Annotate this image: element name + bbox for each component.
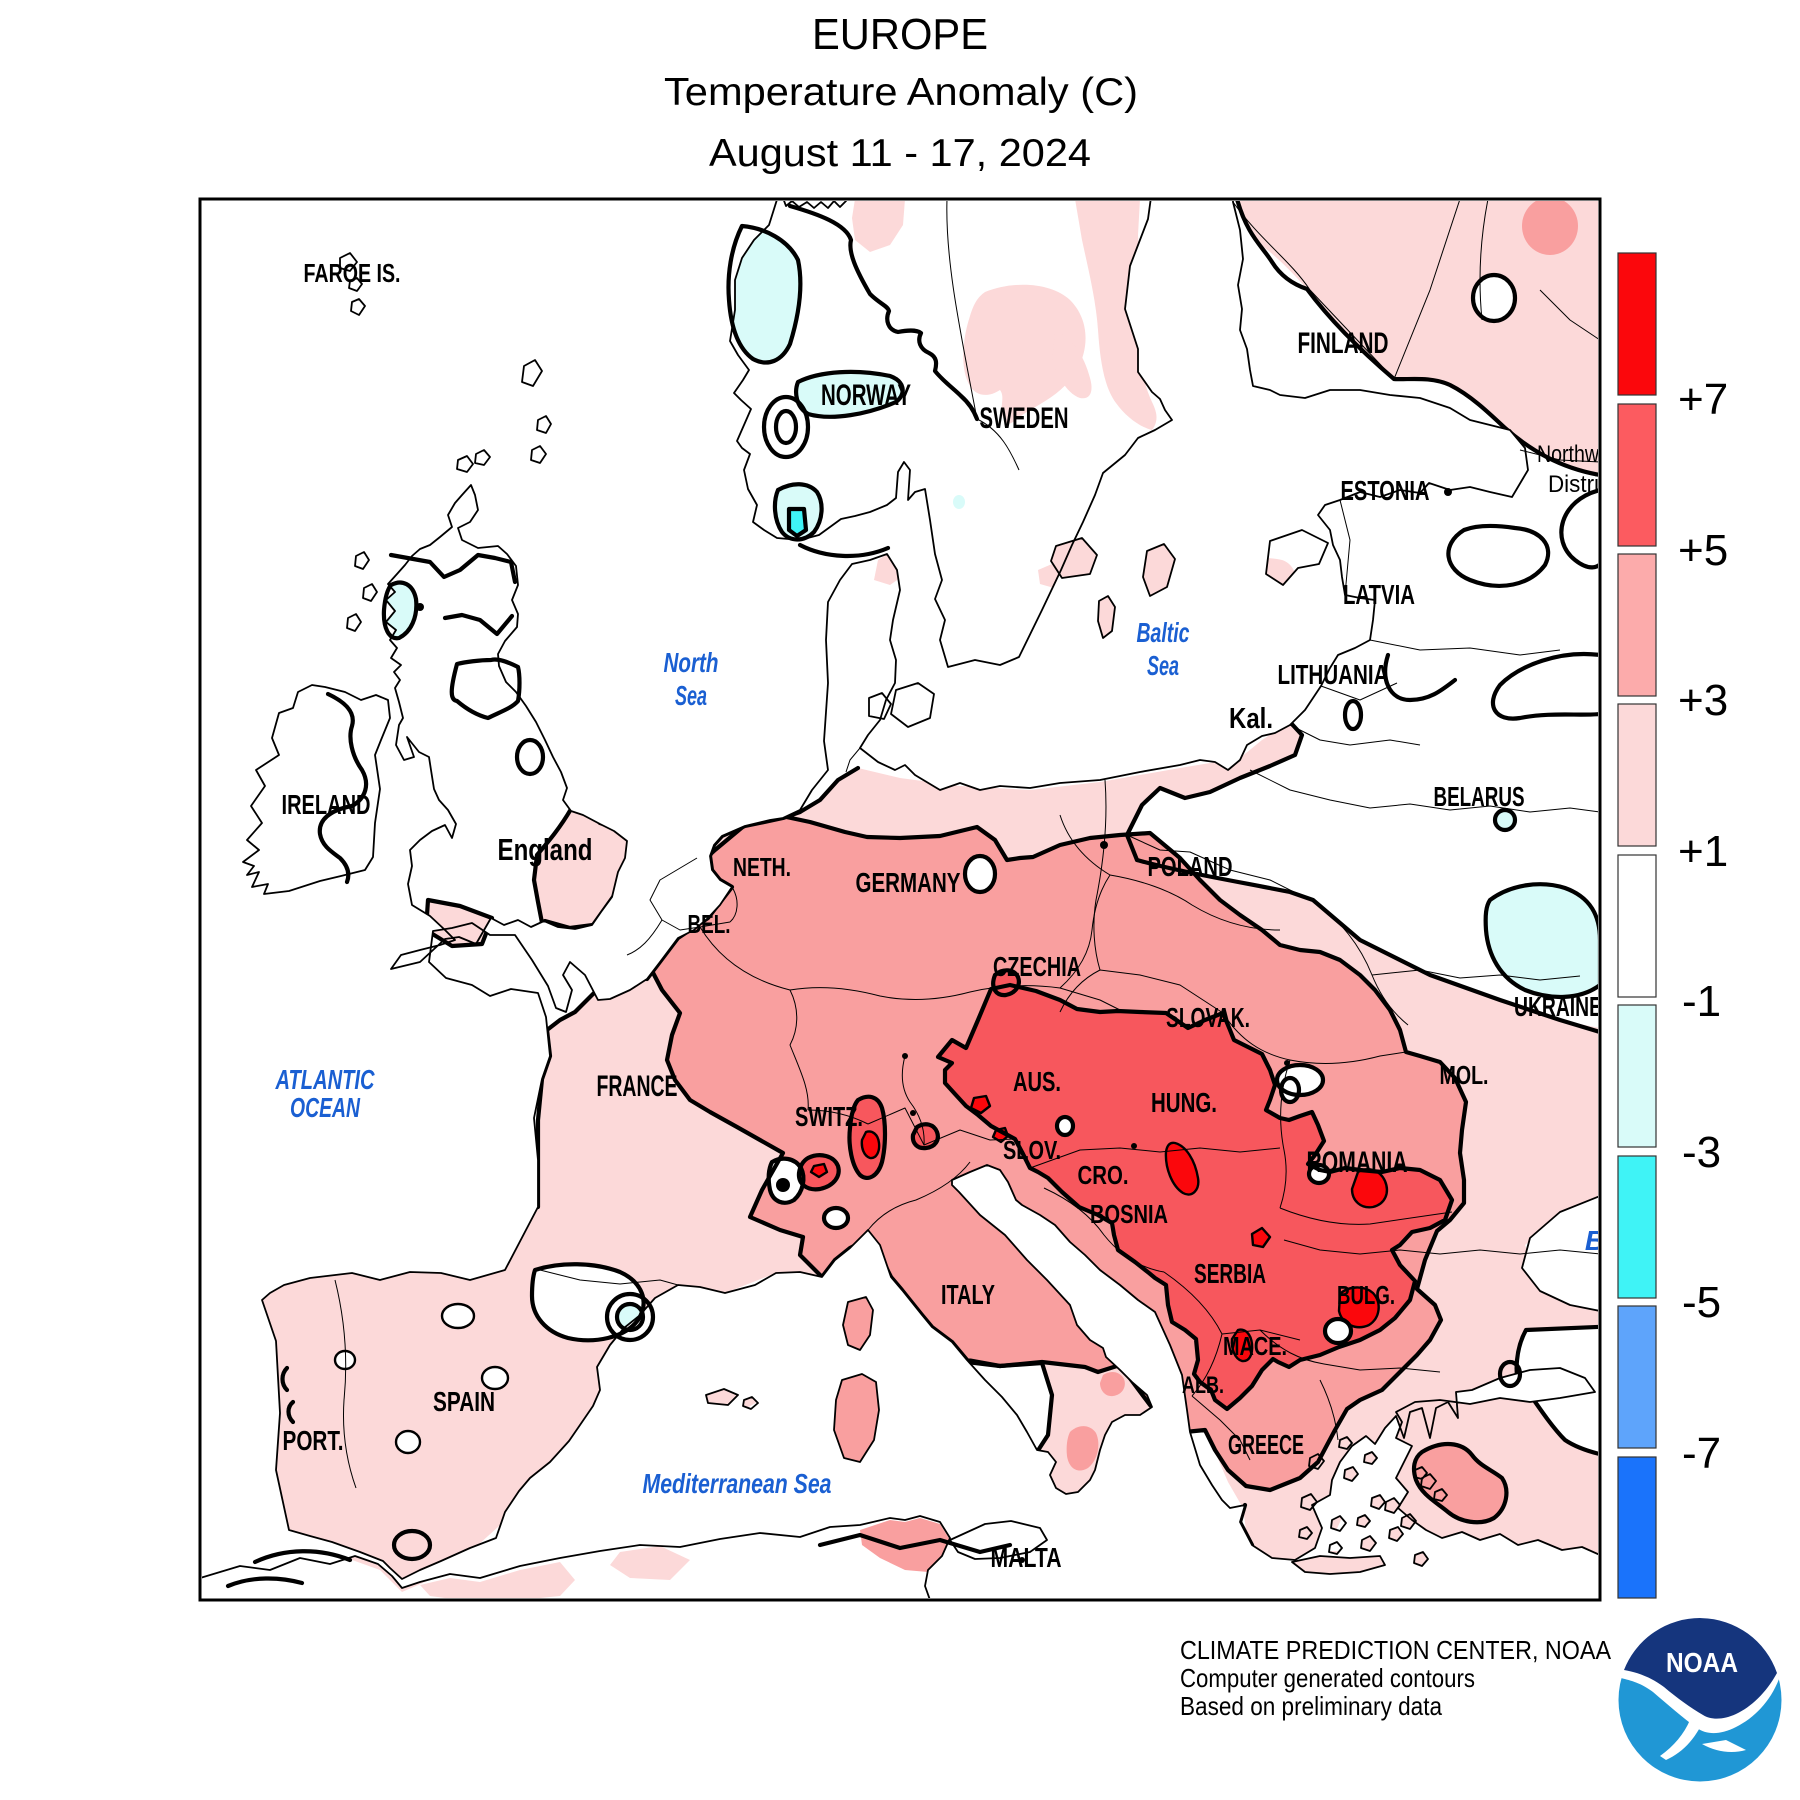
svg-text:OCEAN: OCEAN xyxy=(290,1092,361,1123)
svg-text:SWEDEN: SWEDEN xyxy=(980,402,1069,435)
svg-text:Computer generated contours: Computer generated contours xyxy=(1180,1663,1475,1693)
svg-text:SERBIA: SERBIA xyxy=(1194,1258,1266,1289)
svg-text:BULG.: BULG. xyxy=(1337,1280,1395,1310)
svg-text:FAROE IS.: FAROE IS. xyxy=(304,258,401,288)
svg-text:MALTA: MALTA xyxy=(991,1542,1062,1573)
svg-text:North: North xyxy=(664,647,719,678)
svg-text:England: England xyxy=(498,832,593,867)
svg-text:-7: -7 xyxy=(1682,1429,1721,1478)
svg-text:MOL.: MOL. xyxy=(1440,1060,1489,1090)
svg-text:SPAIN: SPAIN xyxy=(433,1386,495,1417)
svg-text:+1: +1 xyxy=(1678,827,1728,876)
svg-text:POLAND: POLAND xyxy=(1148,851,1233,882)
svg-text:IRELAND: IRELAND xyxy=(282,789,371,820)
svg-text:UKRAINE: UKRAINE xyxy=(1514,991,1602,1022)
svg-text:Kal.: Kal. xyxy=(1229,703,1273,735)
svg-text:-3: -3 xyxy=(1682,1128,1721,1177)
svg-text:HUNG.: HUNG. xyxy=(1151,1087,1217,1118)
svg-text:Mediterranean Sea: Mediterranean Sea xyxy=(643,1468,832,1499)
svg-text:Temperature Anomaly (C): Temperature Anomaly (C) xyxy=(664,71,1138,114)
svg-text:Baltic: Baltic xyxy=(1137,617,1190,648)
svg-text:NOAA: NOAA xyxy=(1666,1647,1738,1678)
svg-text:Distri: Distri xyxy=(1548,471,1599,498)
svg-text:CLIMATE PREDICTION CENTER, NOA: CLIMATE PREDICTION CENTER, NOAA xyxy=(1180,1635,1612,1665)
svg-text:-1: -1 xyxy=(1682,977,1721,1026)
svg-text:CRO.: CRO. xyxy=(1078,1160,1129,1190)
svg-text:CZECHIA: CZECHIA xyxy=(993,951,1081,982)
svg-text:SLOV.: SLOV. xyxy=(1003,1135,1061,1165)
svg-text:Based on preliminary data: Based on preliminary data xyxy=(1180,1691,1442,1721)
svg-text:Sea: Sea xyxy=(675,680,707,711)
svg-text:ALB.: ALB. xyxy=(1182,1372,1224,1399)
svg-text:BOSNIA: BOSNIA xyxy=(1090,1199,1168,1229)
svg-text:-5: -5 xyxy=(1682,1278,1721,1327)
svg-text:+7: +7 xyxy=(1678,375,1728,424)
svg-text:SWITZ.: SWITZ. xyxy=(795,1101,863,1132)
svg-text:NORWAY: NORWAY xyxy=(821,379,911,412)
svg-text:ESTONIA: ESTONIA xyxy=(1341,475,1430,506)
svg-text:BEL.: BEL. xyxy=(688,909,731,939)
svg-text:FINLAND: FINLAND xyxy=(1298,327,1389,360)
svg-text:FRANCE: FRANCE xyxy=(597,1070,678,1103)
svg-text:ITALY: ITALY xyxy=(941,1279,995,1310)
svg-text:PORT.: PORT. xyxy=(283,1425,344,1456)
svg-text:GREECE: GREECE xyxy=(1228,1429,1304,1460)
svg-text:B: B xyxy=(1585,1225,1605,1256)
svg-text:MACE.: MACE. xyxy=(1223,1331,1287,1361)
svg-text:August 11 - 17, 2024: August 11 - 17, 2024 xyxy=(709,132,1091,175)
svg-text:+3: +3 xyxy=(1678,676,1728,725)
svg-text:NETH.: NETH. xyxy=(733,852,791,882)
svg-text:LITHUANIA: LITHUANIA xyxy=(1278,659,1389,690)
svg-text:GERMANY: GERMANY xyxy=(856,867,961,898)
svg-text:Sea: Sea xyxy=(1147,650,1179,681)
svg-text:ATLANTIC: ATLANTIC xyxy=(275,1064,375,1095)
svg-text:BELARUS: BELARUS xyxy=(1434,781,1525,812)
svg-text:+5: +5 xyxy=(1678,526,1728,575)
svg-text:AUS.: AUS. xyxy=(1013,1066,1061,1097)
svg-text:ROMANIA: ROMANIA xyxy=(1307,1146,1408,1179)
svg-text:LATVIA: LATVIA xyxy=(1343,579,1415,610)
svg-text:EUROPE: EUROPE xyxy=(812,10,988,59)
svg-text:Northw: Northw xyxy=(1537,441,1600,468)
svg-text:SLOVAK.: SLOVAK. xyxy=(1166,1002,1250,1033)
